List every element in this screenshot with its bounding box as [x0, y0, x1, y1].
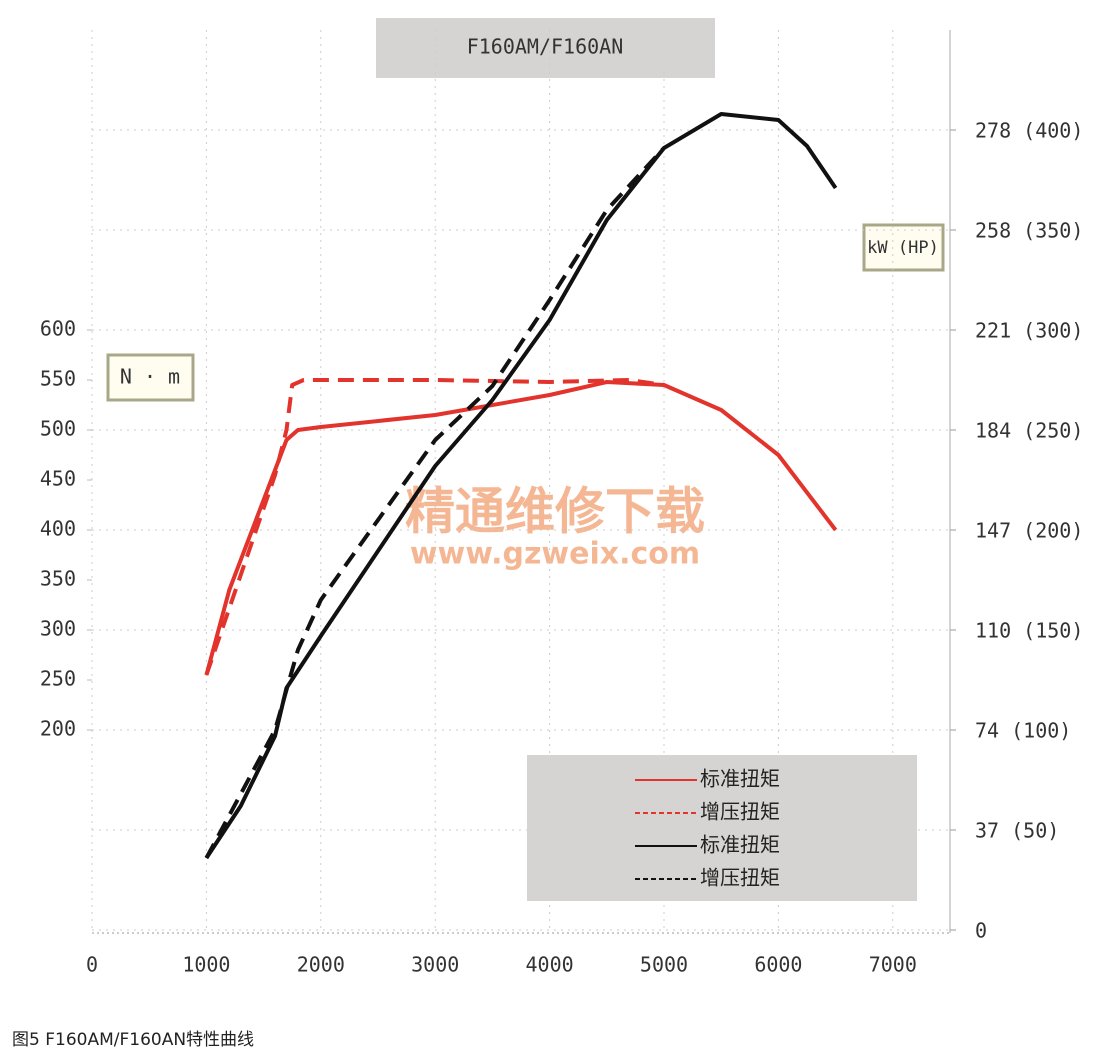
watermark: 精通维修下载 [405, 483, 705, 541]
y-tick-label: 550 [40, 367, 76, 391]
x-tick-label: 4000 [526, 953, 574, 977]
legend-label: 标准扭矩 [700, 833, 780, 857]
y2-tick-label: 278 (400) [975, 119, 1083, 143]
y2-tick-label: 37 (50) [975, 819, 1059, 843]
y-tick-label: 500 [40, 417, 76, 441]
y2-tick-label: 258 (350) [975, 219, 1083, 243]
x-tick-label: 6000 [754, 953, 802, 977]
y-tick-label: 300 [40, 617, 76, 641]
title-box [376, 18, 715, 78]
y-tick-label: 450 [40, 467, 76, 491]
y2-tick-label: 184 (250) [975, 419, 1083, 443]
x-tick-label: 5000 [640, 953, 688, 977]
y2-tick-label: 0 [975, 919, 987, 943]
y2-tick-label: 110 (150) [975, 619, 1083, 643]
y-tick-label: 350 [40, 567, 76, 591]
y2-tick-label: 221 (300) [975, 319, 1083, 343]
y2-unit-box [862, 223, 945, 272]
y-axis-label: N · m [120, 365, 180, 389]
y-tick-label: 600 [40, 317, 76, 341]
legend-box [527, 755, 917, 901]
legend-label: 标准扭矩 [700, 767, 780, 791]
y-tick-label: 400 [40, 517, 76, 541]
x-tick-label: 3000 [411, 953, 459, 977]
series-line [204, 146, 666, 859]
y2-axis-label: kW (HP) [867, 238, 939, 258]
y-tick-label: 250 [40, 667, 76, 691]
x-tick-label: 0 [86, 953, 98, 977]
y-tick-label: 200 [40, 717, 76, 741]
series-line [204, 112, 838, 860]
x-tick-label: 2000 [297, 953, 345, 977]
watermark: www.gzweix.com [410, 537, 700, 572]
x-tick-label: 7000 [869, 953, 917, 977]
legend-label: 增压扭矩 [700, 866, 780, 890]
y2-tick-label: 74 (100) [975, 719, 1071, 743]
y2-tick-label: 147 (200) [975, 519, 1083, 543]
series-line [204, 380, 838, 676]
caption: 图5 F160AM/F160AN特性曲线 [12, 1030, 254, 1050]
chart-title: F160AM/F160AN [467, 35, 624, 59]
y-unit-box [106, 353, 195, 402]
series-line [204, 378, 665, 676]
x-tick-label: 1000 [182, 953, 230, 977]
legend-label: 增压扭矩 [700, 800, 780, 824]
